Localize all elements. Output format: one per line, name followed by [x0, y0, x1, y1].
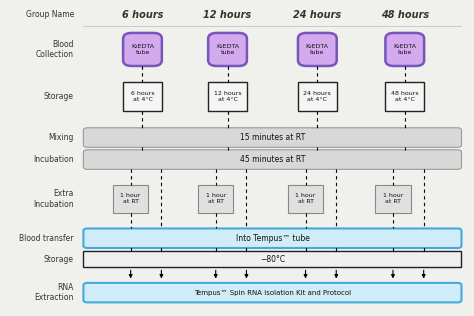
Text: RNA
Extraction: RNA Extraction — [35, 283, 74, 302]
FancyBboxPatch shape — [385, 33, 424, 66]
Text: Incubation: Incubation — [33, 155, 74, 164]
FancyBboxPatch shape — [83, 251, 462, 267]
FancyBboxPatch shape — [123, 33, 162, 66]
Text: 48 hours: 48 hours — [381, 10, 429, 20]
FancyBboxPatch shape — [375, 185, 410, 213]
Text: 12 hours: 12 hours — [203, 10, 252, 20]
Text: K₂EDTA
tube: K₂EDTA tube — [216, 44, 239, 55]
Text: Extra
Incubation: Extra Incubation — [33, 189, 74, 209]
Text: K₂EDTA
tube: K₂EDTA tube — [393, 44, 416, 55]
Text: −80°C: −80°C — [260, 255, 285, 264]
FancyBboxPatch shape — [83, 228, 462, 248]
FancyBboxPatch shape — [298, 82, 337, 111]
Text: Blood
Collection: Blood Collection — [36, 40, 74, 59]
Text: 1 hour
at RT: 1 hour at RT — [383, 193, 403, 204]
Text: Mixing: Mixing — [48, 133, 74, 142]
FancyBboxPatch shape — [198, 185, 234, 213]
Text: Storage: Storage — [44, 255, 74, 264]
Text: 6 hours: 6 hours — [122, 10, 163, 20]
Text: K₂EDTA
tube: K₂EDTA tube — [306, 44, 329, 55]
FancyBboxPatch shape — [83, 128, 462, 147]
FancyBboxPatch shape — [208, 33, 247, 66]
Text: Storage: Storage — [44, 92, 74, 101]
Text: Group Name: Group Name — [26, 10, 74, 19]
FancyBboxPatch shape — [208, 82, 247, 111]
Text: Into Tempus™ tube: Into Tempus™ tube — [236, 234, 310, 243]
Text: 1 hour
at RT: 1 hour at RT — [120, 193, 141, 204]
FancyBboxPatch shape — [288, 185, 323, 213]
Text: 24 hours
at 4°C: 24 hours at 4°C — [303, 91, 331, 102]
FancyBboxPatch shape — [123, 82, 162, 111]
Text: 1 hour
at RT: 1 hour at RT — [206, 193, 226, 204]
Text: 6 hours
at 4°C: 6 hours at 4°C — [131, 91, 155, 102]
Text: 24 hours: 24 hours — [293, 10, 341, 20]
FancyBboxPatch shape — [385, 82, 424, 111]
Text: 1 hour
at RT: 1 hour at RT — [295, 193, 316, 204]
FancyBboxPatch shape — [83, 150, 462, 169]
Text: 15 minutes at RT: 15 minutes at RT — [240, 133, 305, 142]
Text: 48 hours
at 4°C: 48 hours at 4°C — [391, 91, 419, 102]
Text: 12 hours
at 4°C: 12 hours at 4°C — [214, 91, 241, 102]
FancyBboxPatch shape — [113, 185, 148, 213]
Text: Blood transfer: Blood transfer — [19, 234, 74, 243]
FancyBboxPatch shape — [83, 283, 462, 302]
Text: Tempus™ Spin RNA Isolation Kit and Protocol: Tempus™ Spin RNA Isolation Kit and Proto… — [194, 290, 351, 296]
Text: K₂EDTA
tube: K₂EDTA tube — [131, 44, 154, 55]
FancyBboxPatch shape — [298, 33, 337, 66]
Text: 45 minutes at RT: 45 minutes at RT — [240, 155, 305, 164]
